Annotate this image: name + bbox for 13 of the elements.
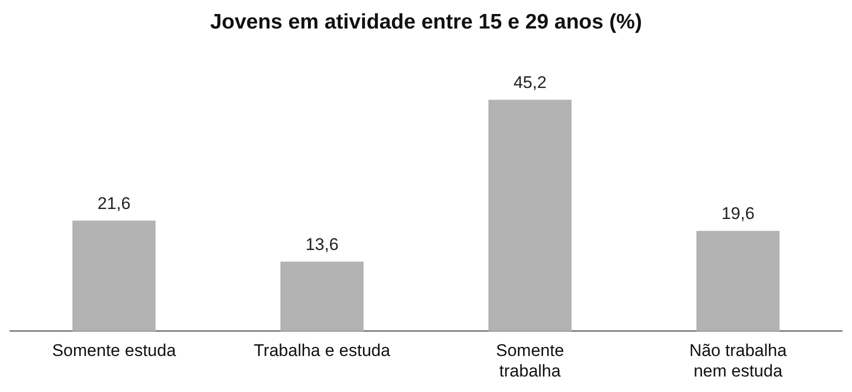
bar bbox=[488, 100, 572, 332]
data-label: 45,2 bbox=[513, 72, 547, 92]
bar bbox=[696, 230, 780, 332]
bar bbox=[280, 262, 364, 332]
x-tick-label: Somente trabalha bbox=[496, 341, 564, 380]
data-label: 21,6 bbox=[97, 194, 131, 213]
bar bbox=[72, 220, 156, 332]
x-tick-label: Não trabalha nem estuda bbox=[689, 341, 788, 380]
data-label: 19,6 bbox=[721, 204, 755, 224]
data-label: 13,6 bbox=[305, 234, 339, 254]
chart-title: Jovens em atividade entre 15 e 29 anos (%) bbox=[210, 10, 642, 34]
x-tick-label: Somente estuda bbox=[52, 341, 176, 360]
x-tick-label: Trabalha e estuda bbox=[254, 341, 391, 360]
